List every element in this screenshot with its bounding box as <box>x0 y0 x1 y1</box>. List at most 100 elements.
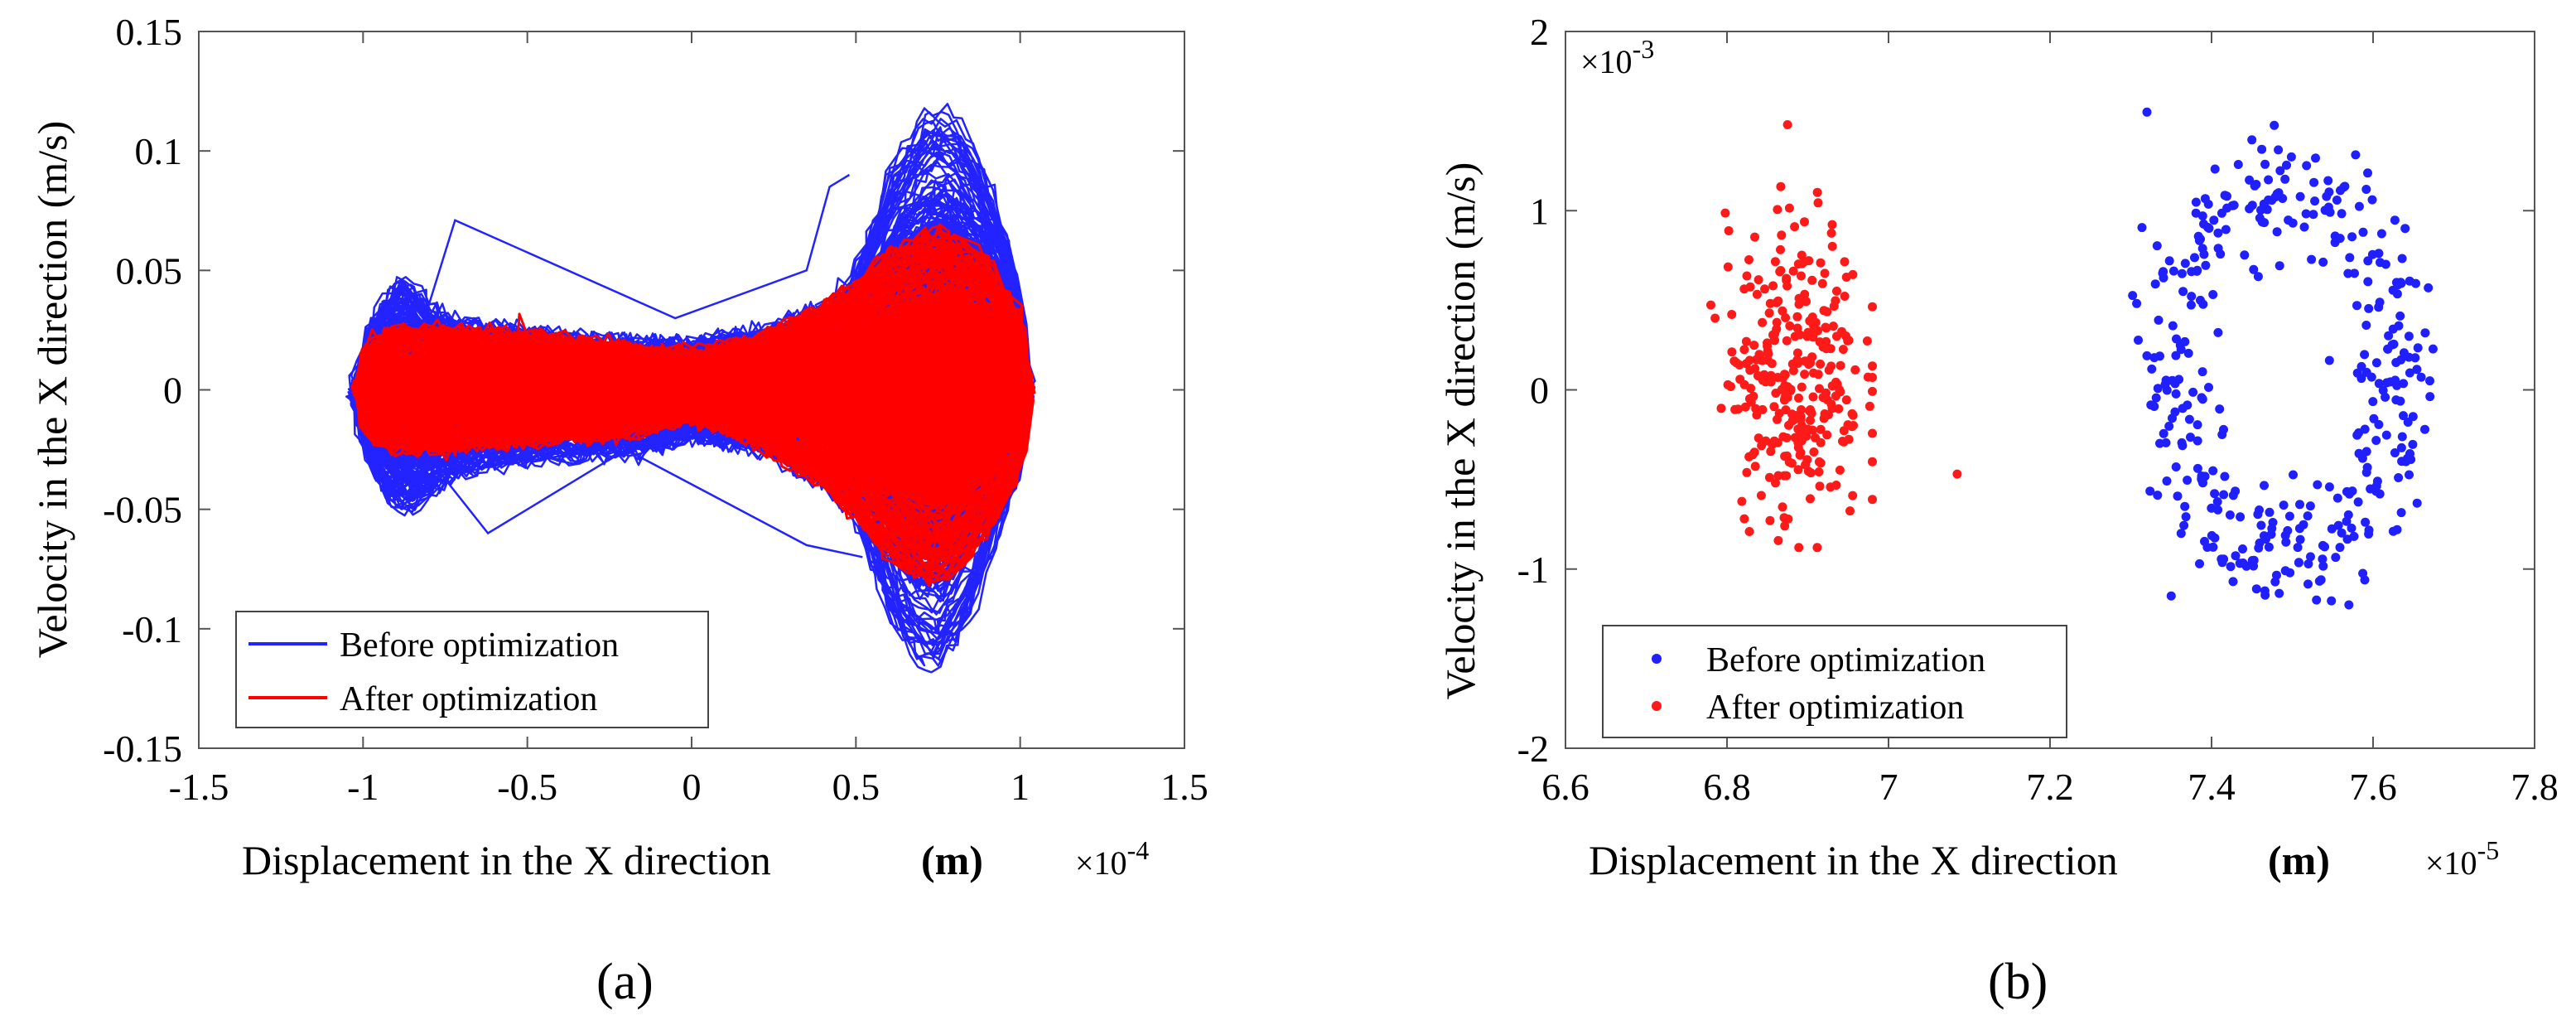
chart-b-point-after <box>1800 217 1809 227</box>
chart-b-point-before <box>2168 266 2178 276</box>
chart-b-point-before <box>2176 345 2186 355</box>
chart-b-point-before <box>2405 470 2414 480</box>
chart-b-point-after <box>1840 292 1850 301</box>
chart-b-point-before <box>2159 428 2168 438</box>
chart-b-point-after <box>1724 226 1734 235</box>
chart-b-x-exponent-power: -5 <box>2477 835 2500 865</box>
chart-b-point-before <box>2164 256 2174 266</box>
chart-b-point-after <box>1770 257 1780 267</box>
chart-b-point-after <box>1817 278 1827 288</box>
chart-b-xlabel-unit: (m) <box>2268 837 2330 883</box>
chart-b-point-before <box>2213 505 2223 515</box>
chart-b-point-after <box>1820 268 1830 278</box>
chart-b-legend-after: After optimization <box>1706 689 1964 727</box>
chart-b-point-before <box>2188 387 2198 397</box>
chart-b-ytick-label: 0 <box>1530 370 1549 412</box>
chart-b-point-after <box>1847 422 1857 432</box>
chart-b-xtick-label: 7.6 <box>2349 766 2397 808</box>
chart-b-point-after <box>1834 404 1844 413</box>
chart-a-x-exponent-power: -4 <box>1127 835 1150 865</box>
chart-a-plot-area <box>345 103 1036 674</box>
chart-b-point-before <box>2197 394 2207 404</box>
chart-b-point-before <box>2331 553 2341 563</box>
chart-b-point-before <box>2342 516 2352 526</box>
chart-b-point-before <box>2193 231 2203 241</box>
chart-b-point-after <box>1780 521 1790 531</box>
chart-b-legend-swatch-before <box>1652 654 1662 664</box>
chart-b-point-after <box>1809 447 1819 457</box>
chart-b-point-before <box>2411 278 2420 288</box>
chart-a-core-after <box>356 293 1030 508</box>
chart-b-point-before <box>2171 389 2181 399</box>
chart-b-ytick-label: -1 <box>1517 549 1549 591</box>
chart-b-point-before <box>2152 241 2162 251</box>
chart-b-point-before <box>2320 542 2329 552</box>
chart-a-ytick-label: -0.05 <box>103 489 182 531</box>
chart-b-point-before <box>2233 160 2243 169</box>
chart-b-point-before <box>2372 476 2382 486</box>
chart-b-point-before <box>2195 558 2204 568</box>
chart-b-point-after <box>1775 267 1785 277</box>
chart-b-point-after <box>1771 389 1781 398</box>
chart-b-point-before <box>2363 168 2372 178</box>
chart-b-point-after <box>1744 255 1754 264</box>
chart-b-point-before <box>2137 223 2147 233</box>
chart-b-point-before <box>2347 232 2357 242</box>
chart-b-point-after <box>1868 386 1877 396</box>
chart-b-point-before <box>2318 257 2328 267</box>
chart-b-point-before <box>2256 520 2266 530</box>
chart-b-point-before <box>2251 584 2261 594</box>
chart-b-point-before <box>2361 517 2371 527</box>
chart-b-point-after <box>1813 370 1823 380</box>
chart-b-point-before <box>2192 436 2202 446</box>
chart-b-point-before <box>2295 534 2305 544</box>
chart-b-point-before <box>2282 160 2291 170</box>
chart-b-point-after <box>1758 317 1768 327</box>
chart-b-ylabel: Velocity in the X direction (m/s) <box>1437 162 1483 699</box>
chart-b-point-before <box>2180 336 2190 346</box>
chart-b-point-after <box>1746 384 1756 394</box>
chart-b-point-after <box>1802 331 1812 341</box>
chart-b-point-before <box>2306 552 2315 562</box>
chart-b-ytick-label: 1 <box>1530 190 1549 232</box>
chart-b-point-before <box>2183 348 2193 358</box>
chart-b-point-after <box>1773 296 1783 306</box>
chart-b-point-before <box>2413 343 2423 353</box>
chart-b-point-before <box>2192 463 2202 473</box>
chart-b-xtick-label: 7.4 <box>2188 766 2236 808</box>
chart-b-point-before <box>2367 195 2377 205</box>
chart-b-point-before <box>2368 397 2378 407</box>
chart-b-point-before <box>2162 385 2172 395</box>
chart-b-point-after <box>1797 382 1807 392</box>
chart-b-point-after <box>1836 360 1845 370</box>
chart-b-point-before <box>2358 568 2368 578</box>
chart-b-point-before <box>2253 272 2263 282</box>
chart-b-point-after <box>1808 392 1818 402</box>
chart-b-point-before <box>2335 543 2345 553</box>
chart-b-point-before <box>2213 228 2223 238</box>
chart-b-point-after <box>1824 410 1833 419</box>
chart-b-point-before <box>2198 299 2208 309</box>
chart-b-point-after <box>1730 404 1740 414</box>
chart-b-point-after <box>1782 281 1792 291</box>
chart-b-point-before <box>2371 358 2381 368</box>
chart-b-point-before <box>2219 424 2228 434</box>
chart-b-point-before <box>2286 152 2296 162</box>
chart-b-point-before <box>2332 493 2342 503</box>
chart-b-point-before <box>2187 292 2197 302</box>
chart-b-point-after <box>1763 338 1772 348</box>
chart-b-point-before <box>2154 315 2164 325</box>
chart-b-point-before <box>2200 194 2210 204</box>
chart-b-point-before <box>2168 413 2177 423</box>
chart-b-point-after <box>1836 387 1845 397</box>
chart-b-point-before <box>2209 215 2219 225</box>
chart-b-point-after <box>1800 289 1810 299</box>
chart-b-point-before <box>2217 558 2227 568</box>
chart-b-point-after <box>1765 515 1775 525</box>
chart-b-point-before <box>2425 376 2434 386</box>
chart-b-point-before <box>2358 227 2368 237</box>
chart-a-xlabel: Displacement in the X direction <box>242 837 771 883</box>
chart-b-point-after <box>1797 405 1807 414</box>
chart-b-point-before <box>2384 331 2394 341</box>
